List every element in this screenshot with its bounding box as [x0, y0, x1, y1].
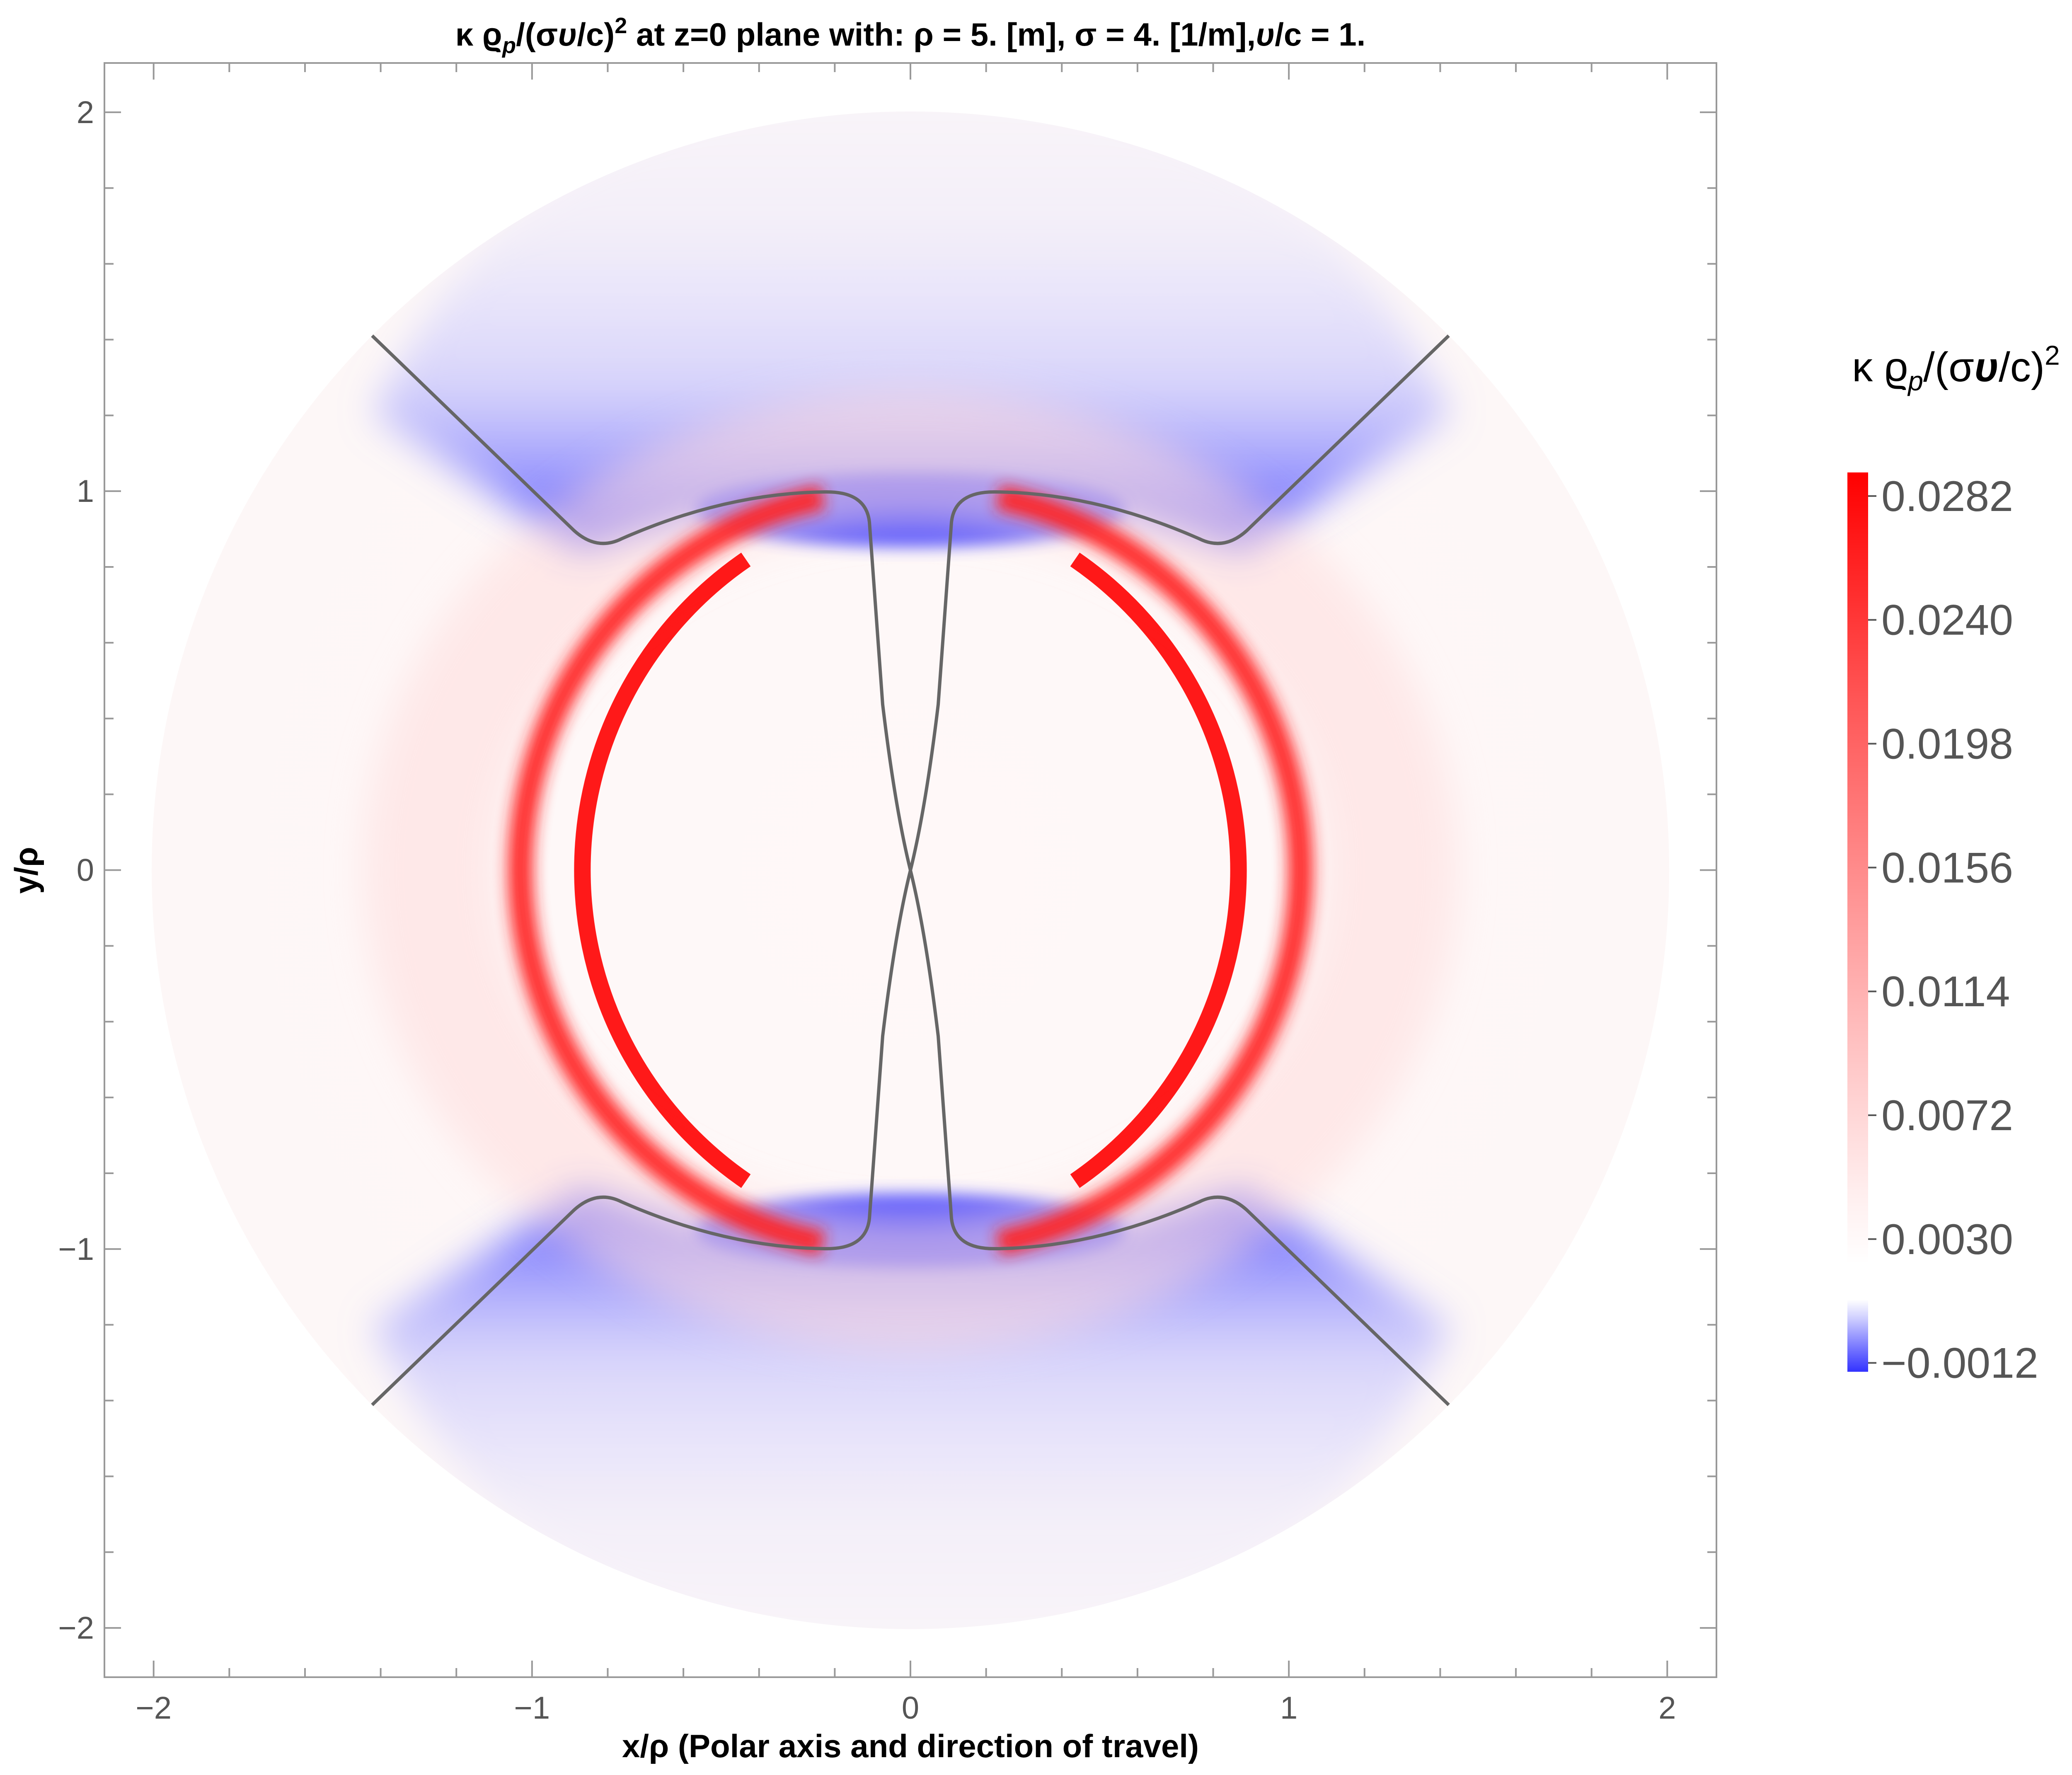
heatmap-field: [152, 111, 1669, 1629]
y-tick-label: −2: [58, 1610, 94, 1646]
red-arc-right-core: [1070, 552, 1247, 1188]
x-axis-ticks: −2 −1 0 1 2: [136, 63, 1676, 1726]
colorbar-tick-label: 0.0030: [1881, 1216, 2013, 1264]
colorbar-tick-label: 0.0156: [1881, 844, 2013, 892]
colorbar-bar: [1847, 472, 1868, 1372]
x-axis-label: x/ρ (Polar axis and direction of travel): [622, 1728, 1199, 1764]
colorbar-tick-label: 0.0072: [1881, 1092, 2013, 1140]
y-tick-label: 0: [77, 853, 94, 888]
x-tick-label: 0: [902, 1690, 919, 1726]
colorbar-tick-label: 0.0240: [1881, 596, 2013, 644]
colorbar-tick-label: 0.0114: [1881, 968, 2010, 1016]
x-tick-label: −1: [514, 1690, 550, 1726]
pink-halo: [363, 390, 1457, 1351]
colorbar-tick-label: 0.0198: [1881, 720, 2013, 768]
y-tick-label: 1: [77, 474, 94, 509]
y-tick-label: −1: [58, 1232, 94, 1267]
blue-lobe-top: [373, 111, 1450, 551]
colorbar: κ ϱp/(συ/c)2 0.02820.02400.01980.01560.0…: [1847, 340, 2060, 1388]
y-axis-ticks: 2 1 0 −1 −2: [58, 95, 1716, 1646]
red-arc-left-core: [574, 552, 751, 1188]
colorbar-tick-label: 0.0282: [1881, 472, 2013, 521]
colorbar-tick-label: −0.0012: [1881, 1339, 2038, 1388]
colorbar-title: κ ϱp/(συ/c)2: [1852, 340, 2060, 396]
x-tick-label: −2: [136, 1690, 172, 1726]
x-tick-label: 1: [1280, 1690, 1297, 1726]
red-arc-left: [508, 485, 825, 1256]
contour-top-left: [371, 334, 912, 871]
colorbar-ticks: 0.0282 0.0240 0.0198 0.0156 0.0114 0.0072 0.00…: [1868, 472, 2038, 1388]
x-tick-label: 2: [1658, 1690, 1676, 1726]
chart-title: κ ϱp/(συ/c)2 at z=0 plane with: ρ = 5. […: [455, 13, 1366, 58]
contour-bottom-right: [909, 870, 1450, 1406]
y-tick-label: 2: [77, 95, 94, 130]
contour-bottom-left: [371, 870, 912, 1406]
contour-top-right: [909, 334, 1450, 871]
red-arc-right: [995, 485, 1313, 1256]
y-axis-label: y/ρ: [8, 847, 44, 894]
zero-contour: [371, 334, 1450, 1406]
blue-lobe-bottom: [373, 1189, 1450, 1629]
